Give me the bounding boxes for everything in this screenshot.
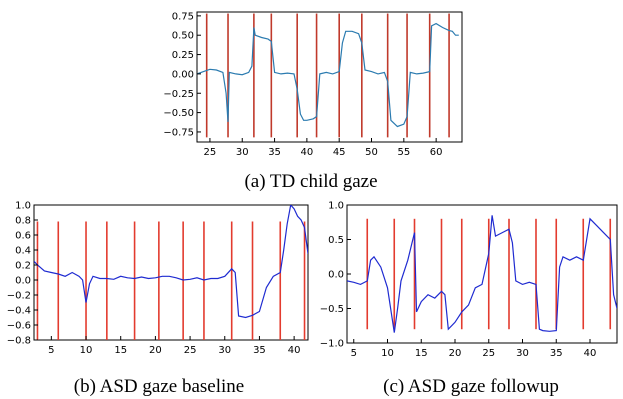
asd-baseline-y-tick-label: 0.0 [15,276,31,287]
asd-followup-y-tick-label: 1.0 [328,201,344,212]
asd-baseline-y-tick-label: 0.8 [15,216,31,227]
td-gaze-series-line [197,22,459,128]
td-y-tick-label: −0.75 [163,127,194,138]
asd-baseline-x-tick-label: 40 [288,345,301,356]
td-x-tick-label: 25 [204,147,217,158]
asd-baseline-x-tick-label: 25 [184,345,197,356]
asd-followup-y-tick-label: −1.0 [320,339,344,350]
asd-baseline-y-tick-label: −0.8 [7,336,31,347]
asd-baseline-y-tick-label: 0.2 [15,261,31,272]
caption-asd-gaze-followup: (c) ASD gaze followup [383,376,559,397]
td-y-tick-label: 0.50 [172,31,194,42]
asd-followup-y-tick-label: 0.0 [328,270,344,281]
asd-baseline-y-tick-label: 1.0 [15,201,31,212]
asd-followup-x-tick-label: 5 [351,348,357,359]
asd-followup-plot-area [346,204,618,344]
chart-asd-gaze-followup: 5 10 15 20 25 30 35 40 1.0 0.5 0.0 −0.5 −1.0 [320,201,618,359]
asd-followup-x-tick-label: 10 [381,348,394,359]
asd-baseline-x-tick-label: 35 [253,345,266,356]
asd-followup-x-tick-label: 40 [584,348,597,359]
td-x-tick-label: 60 [430,147,443,158]
asd-followup-x-tick-label: 25 [482,348,495,359]
asd-followup-gaze-series-line [347,215,617,333]
asd-baseline-y-tick-label: 0.4 [15,246,31,257]
td-y-tick-label: −0.50 [163,108,194,119]
asd-baseline-x-tick-label: 20 [149,345,162,356]
asd-baseline-x-tick-label: 10 [80,345,93,356]
asd-baseline-gaze-series-line [34,205,308,319]
td-x-tick-label: 30 [236,147,249,158]
asd-baseline-plot-area [33,204,309,341]
asd-followup-x-tick-label: 20 [449,348,462,359]
td-y-tick-label: 0.25 [172,50,194,61]
asd-baseline-x-tick-label: 15 [114,345,127,356]
td-x-tick-label: 55 [397,147,410,158]
asd-followup-y-tick-label: 0.5 [328,235,344,246]
caption-asd-gaze-baseline: (b) ASD gaze baseline [74,376,244,397]
asd-followup-x-tick-label: 30 [516,348,529,359]
td-y-tick-label: 0.75 [172,11,194,22]
td-x-tick-label: 45 [333,147,346,158]
td-y-tick-label: 0.00 [172,69,194,80]
asd-baseline-y-tick-label: −0.2 [7,291,31,302]
chart-td-child-gaze: 25 30 35 40 45 50 55 60 0.75 0.50 0.25 0.00 −0.25 −0.… [163,11,463,158]
td-x-tick-label: 40 [301,147,314,158]
chart-asd-gaze-baseline: 5 10 15 20 25 30 35 40 1.0 0.8 0.6 0.4 0.2 0.0 −0.2 −0.… [7,201,309,356]
asd-baseline-x-tick-label: 5 [48,345,54,356]
asd-followup-x-tick-label: 15 [415,348,428,359]
asd-followup-y-tick-label: −0.5 [320,304,344,315]
td-plot-area [196,11,463,143]
td-x-tick-label: 35 [268,147,281,158]
caption-td-child-gaze: (a) TD child gaze [244,171,377,192]
asd-baseline-y-tick-label: −0.4 [7,306,31,317]
td-y-tick-label: −0.25 [163,89,194,100]
asd-baseline-y-tick-label: −0.6 [7,321,31,332]
asd-baseline-y-tick-label: 0.6 [15,231,31,242]
asd-followup-x-tick-label: 35 [550,348,563,359]
td-x-tick-label: 50 [365,147,378,158]
asd-baseline-x-tick-label: 30 [218,345,231,356]
